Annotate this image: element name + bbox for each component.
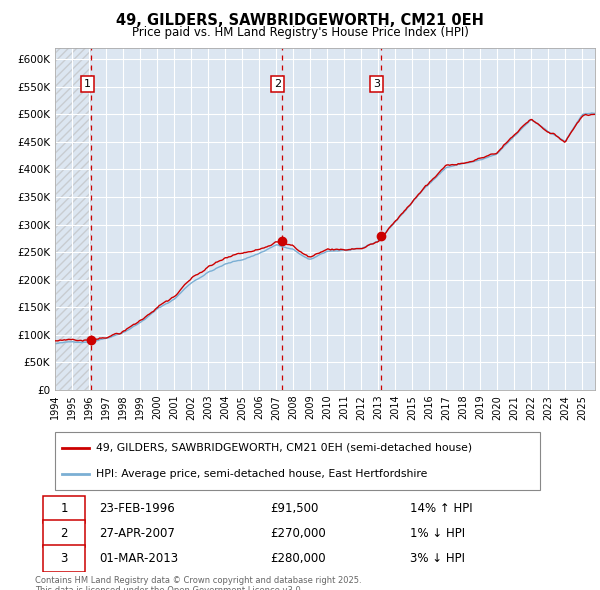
Text: 2: 2: [61, 527, 68, 540]
Bar: [55, 48, 91, 390]
Text: £270,000: £270,000: [270, 527, 326, 540]
Text: 14% ↑ HPI: 14% ↑ HPI: [410, 502, 473, 515]
FancyBboxPatch shape: [55, 432, 540, 490]
Text: 3: 3: [61, 552, 68, 565]
Text: 49, GILDERS, SAWBRIDGEWORTH, CM21 0EH (semi-detached house): 49, GILDERS, SAWBRIDGEWORTH, CM21 0EH (s…: [96, 442, 472, 453]
Text: 27-APR-2007: 27-APR-2007: [100, 527, 175, 540]
Text: HPI: Average price, semi-detached house, East Hertfordshire: HPI: Average price, semi-detached house,…: [96, 469, 428, 479]
Text: 1: 1: [61, 502, 68, 515]
Text: 3% ↓ HPI: 3% ↓ HPI: [410, 552, 465, 565]
Text: 1% ↓ HPI: 1% ↓ HPI: [410, 527, 466, 540]
Text: Price paid vs. HM Land Registry's House Price Index (HPI): Price paid vs. HM Land Registry's House …: [131, 26, 469, 39]
Text: £280,000: £280,000: [270, 552, 326, 565]
Text: 49, GILDERS, SAWBRIDGEWORTH, CM21 0EH: 49, GILDERS, SAWBRIDGEWORTH, CM21 0EH: [116, 13, 484, 28]
Text: 1: 1: [83, 79, 91, 89]
FancyBboxPatch shape: [43, 496, 85, 523]
Text: 3: 3: [373, 79, 380, 89]
Text: Contains HM Land Registry data © Crown copyright and database right 2025.
This d: Contains HM Land Registry data © Crown c…: [35, 576, 362, 590]
Text: £91,500: £91,500: [270, 502, 319, 515]
FancyBboxPatch shape: [43, 520, 85, 548]
Text: 2: 2: [274, 79, 281, 89]
Text: 23-FEB-1996: 23-FEB-1996: [100, 502, 175, 515]
Text: 01-MAR-2013: 01-MAR-2013: [100, 552, 179, 565]
FancyBboxPatch shape: [43, 545, 85, 572]
